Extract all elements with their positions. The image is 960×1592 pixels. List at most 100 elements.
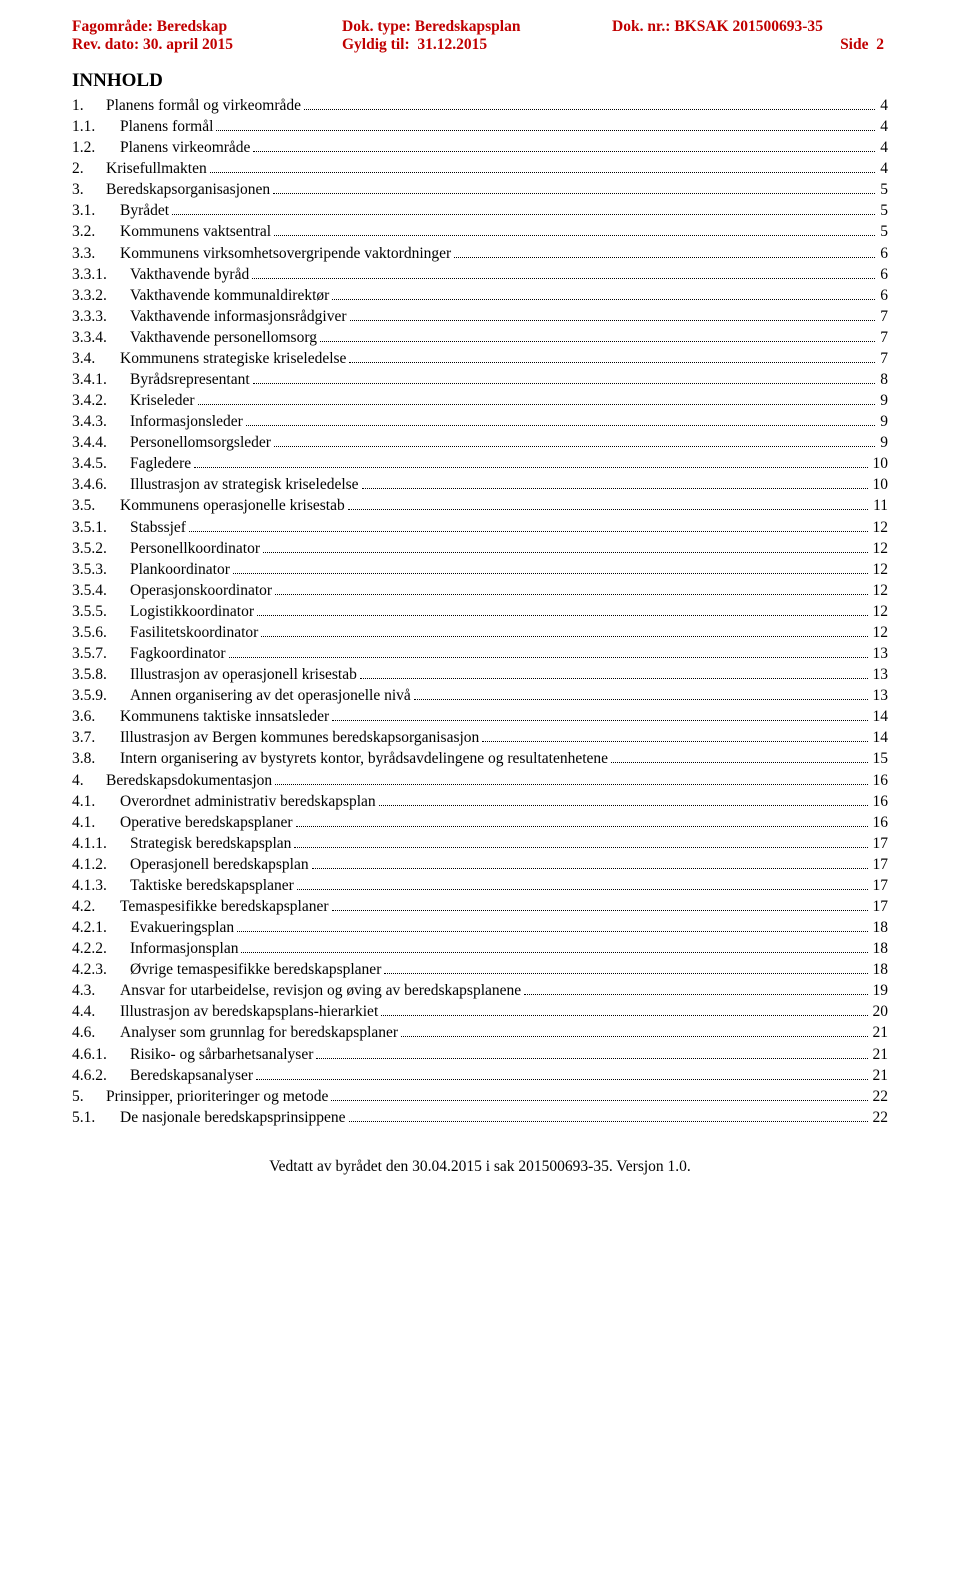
toc-label: Kommunens vaktsentral (120, 221, 271, 242)
toc-entry: 4.1.3.Taktiske beredskapsplaner17 (72, 875, 888, 896)
toc-number: 3.5.3. (72, 559, 130, 580)
toc-leader-dots (263, 552, 867, 553)
toc-page: 18 (871, 938, 889, 959)
toc-label: Kommunens virksomhetsovergripende vaktor… (120, 243, 451, 264)
toc-entry: 3.5.7.Fagkoordinator13 (72, 643, 888, 664)
toc-page: 16 (871, 770, 889, 791)
toc-entry: 3.5.9.Annen organisering av det operasjo… (72, 685, 888, 706)
document-header: Fagområde: Beredskap Dok. type: Beredska… (0, 0, 960, 62)
toc-label: Operative beredskapsplaner (120, 812, 293, 833)
toc-number: 3.4.5. (72, 453, 130, 474)
toc-number: 1. (72, 95, 106, 116)
toc-label: Analyser som grunnlag for beredskapsplan… (120, 1022, 398, 1043)
toc-number: 3.5.6. (72, 622, 130, 643)
toc-leader-dots (233, 573, 868, 574)
toc-page: 19 (871, 980, 889, 1001)
toc-page: 13 (871, 664, 889, 685)
gyldigtil-value: 31.12.2015 (417, 36, 487, 53)
toc-entry: 5.1.De nasjonale beredskapsprinsippene22 (72, 1107, 888, 1128)
toc-leader-dots (275, 594, 867, 595)
table-of-contents: 1.Planens formål og virkeområde41.1.Plan… (72, 95, 888, 1128)
toc-label: Informasjonsleder (130, 411, 243, 432)
gyldigtil-label: Gyldig til: (342, 36, 410, 53)
toc-number: 3.1. (72, 200, 120, 221)
toc-page: 21 (871, 1022, 889, 1043)
toc-leader-dots (296, 826, 868, 827)
toc-label: Operasjonell beredskapsplan (130, 854, 309, 875)
toc-page: 10 (871, 474, 889, 495)
toc-page: 16 (871, 812, 889, 833)
toc-label: Vakthavende personellomsorg (130, 327, 317, 348)
toc-entry: 4.1.Overordnet administrativ beredskapsp… (72, 791, 888, 812)
toc-entry: 3.5.4.Operasjonskoordinator12 (72, 580, 888, 601)
toc-number: 3.5.1. (72, 517, 130, 538)
toc-leader-dots (332, 910, 868, 911)
toc-label: Plankoordinator (130, 559, 230, 580)
toc-entry: 3.5.8.Illustrasjon av operasjonell krise… (72, 664, 888, 685)
toc-number: 3.4.2. (72, 390, 130, 411)
toc-number: 3.4.6. (72, 474, 130, 495)
toc-number: 4.2.1. (72, 917, 130, 938)
toc-entry: 3.4.1.Byrådsrepresentant8 (72, 369, 888, 390)
toc-page: 5 (878, 179, 888, 200)
toc-entry: 3.5.3.Plankoordinator12 (72, 559, 888, 580)
toc-label: Byrådet (120, 200, 169, 221)
toc-page: 22 (871, 1107, 889, 1128)
toc-number: 4.2.3. (72, 959, 130, 980)
toc-number: 4.2.2. (72, 938, 130, 959)
toc-page: 7 (878, 348, 888, 369)
toc-leader-dots (401, 1036, 867, 1037)
toc-page: 18 (871, 959, 889, 980)
toc-label: Kommunens taktiske innsatsleder (120, 706, 329, 727)
toc-leader-dots (257, 615, 868, 616)
header-revdato: Rev. dato: 30. april 2015 (72, 36, 342, 54)
toc-entry: 3.6.Kommunens taktiske innsatsleder14 (72, 706, 888, 727)
toc-entry: 4.6.1.Risiko- og sårbarhetsanalyser21 (72, 1044, 888, 1065)
toc-page: 4 (878, 95, 888, 116)
toc-entry: 3.3.3.Vakthavende informasjonsrådgiver7 (72, 306, 888, 327)
header-doktype: Dok. type: Beredskapsplan (342, 18, 612, 36)
toc-number: 3.5.8. (72, 664, 130, 685)
toc-number: 3.5.7. (72, 643, 130, 664)
toc-leader-dots (348, 509, 868, 510)
toc-number: 1.2. (72, 137, 120, 158)
toc-page: 17 (871, 896, 889, 917)
toc-leader-dots (253, 151, 875, 152)
toc-page: 20 (871, 1001, 889, 1022)
toc-entry: 3.7.Illustrasjon av Bergen kommunes bere… (72, 727, 888, 748)
toc-leader-dots (189, 531, 868, 532)
toc-page: 17 (871, 854, 889, 875)
toc-leader-dots (297, 889, 868, 890)
toc-leader-dots (273, 193, 875, 194)
toc-number: 4.6.2. (72, 1065, 130, 1086)
toc-leader-dots (246, 425, 875, 426)
toc-number: 3.8. (72, 748, 120, 769)
toc-page: 8 (878, 369, 888, 390)
toc-leader-dots (274, 446, 875, 447)
toc-entry: 4.6.Analyser som grunnlag for beredskaps… (72, 1022, 888, 1043)
toc-number: 3. (72, 179, 106, 200)
toc-entry: 3.5.6.Fasilitetskoordinator12 (72, 622, 888, 643)
toc-page: 22 (871, 1086, 889, 1107)
toc-entry: 1.Planens formål og virkeområde4 (72, 95, 888, 116)
toc-entry: 5.Prinsipper, prioriteringer og metode22 (72, 1086, 888, 1107)
toc-leader-dots (194, 467, 867, 468)
toc-label: Taktiske beredskapsplaner (130, 875, 294, 896)
side-label: Side (840, 36, 868, 53)
toc-leader-dots (349, 1121, 868, 1122)
toc-leader-dots (349, 362, 875, 363)
toc-number: 3.3.3. (72, 306, 130, 327)
toc-entry: 2.Krisefullmakten4 (72, 158, 888, 179)
toc-page: 13 (871, 685, 889, 706)
toc-label: Fasilitetskoordinator (130, 622, 258, 643)
toc-leader-dots (320, 341, 875, 342)
toc-number: 4.1. (72, 812, 120, 833)
header-side: Side 2 (612, 36, 888, 54)
toc-entry: 3.4.3.Informasjonsleder 9 (72, 411, 888, 432)
toc-page: 4 (878, 158, 888, 179)
toc-label: Personellomsorgsleder (130, 432, 271, 453)
toc-label: Byrådsrepresentant (130, 369, 250, 390)
toc-number: 3.7. (72, 727, 120, 748)
toc-page: 9 (878, 411, 888, 432)
toc-number: 3.4.3. (72, 411, 130, 432)
